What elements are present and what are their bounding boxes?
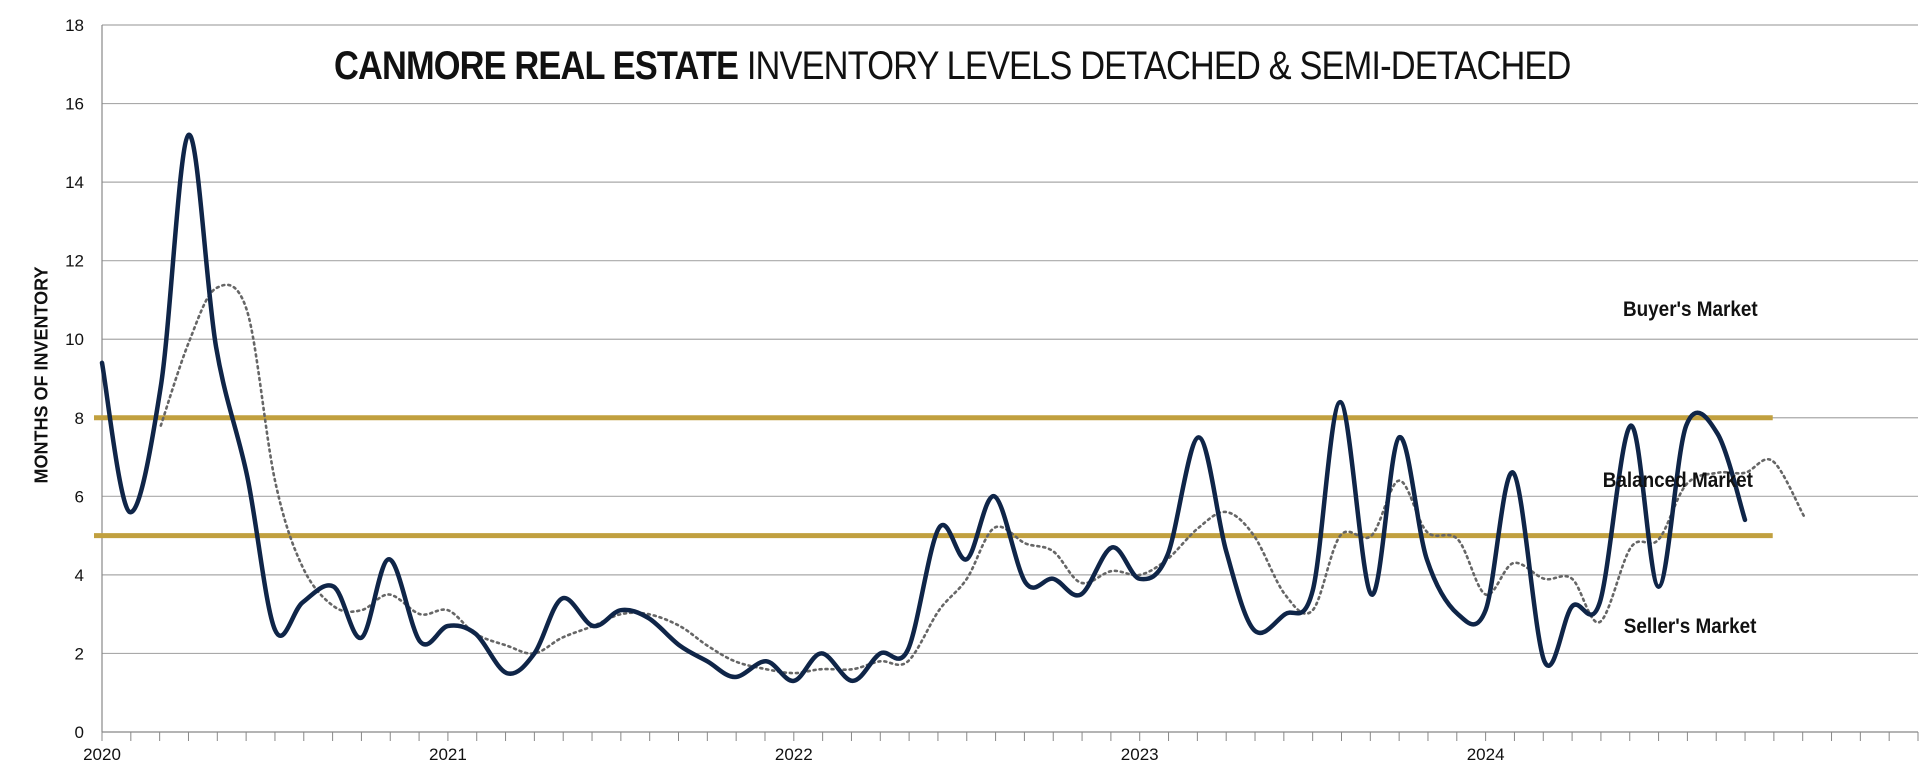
x-tick-label: 2023 bbox=[1121, 745, 1159, 764]
series-lines bbox=[99, 132, 1806, 684]
y-tick-label: 10 bbox=[65, 330, 84, 349]
y-tick-label: 12 bbox=[65, 252, 84, 271]
x-tick-label: 2020 bbox=[83, 745, 121, 764]
y-axis-label: MONTHS OF INVENTORY bbox=[31, 266, 52, 484]
grid-lines bbox=[102, 24, 1918, 655]
x-tick-label: 2024 bbox=[1467, 745, 1505, 764]
y-tick-label: 18 bbox=[65, 16, 84, 35]
axes bbox=[101, 25, 1919, 741]
y-tick-label: 6 bbox=[75, 487, 84, 506]
chart-title-rest: INVENTORY LEVELS DETACHED & SEMI-DETACHE… bbox=[746, 44, 1572, 88]
y-tick-label: 4 bbox=[75, 566, 84, 585]
y-tick-label: 0 bbox=[75, 723, 84, 742]
y-tick-label: 14 bbox=[65, 173, 84, 192]
y-tick-labels: 0 2 4 6 8 10 12 14 16 18 bbox=[65, 16, 84, 742]
x-tick-label: 2022 bbox=[775, 745, 813, 764]
y-tick-label: 16 bbox=[65, 95, 84, 114]
zone-label-balanced: Balanced Market bbox=[1602, 469, 1753, 492]
zone-label-buyers: Buyer's Market bbox=[1623, 298, 1758, 321]
zone-label-sellers: Seller's Market bbox=[1623, 615, 1756, 638]
chart-title-bold: CANMORE REAL ESTATE bbox=[334, 44, 739, 88]
series-line-dotted bbox=[159, 283, 1806, 675]
x-tick-label: 2021 bbox=[429, 745, 467, 764]
chart-title: CANMORE REAL ESTATE INVENTORY LEVELS DET… bbox=[334, 44, 1572, 89]
series-line-solid bbox=[99, 132, 1748, 684]
y-tick-label: 8 bbox=[75, 409, 84, 428]
x-tick-labels: 2020 2021 2022 2023 2024 bbox=[83, 745, 1504, 764]
y-tick-label: 2 bbox=[75, 644, 84, 663]
